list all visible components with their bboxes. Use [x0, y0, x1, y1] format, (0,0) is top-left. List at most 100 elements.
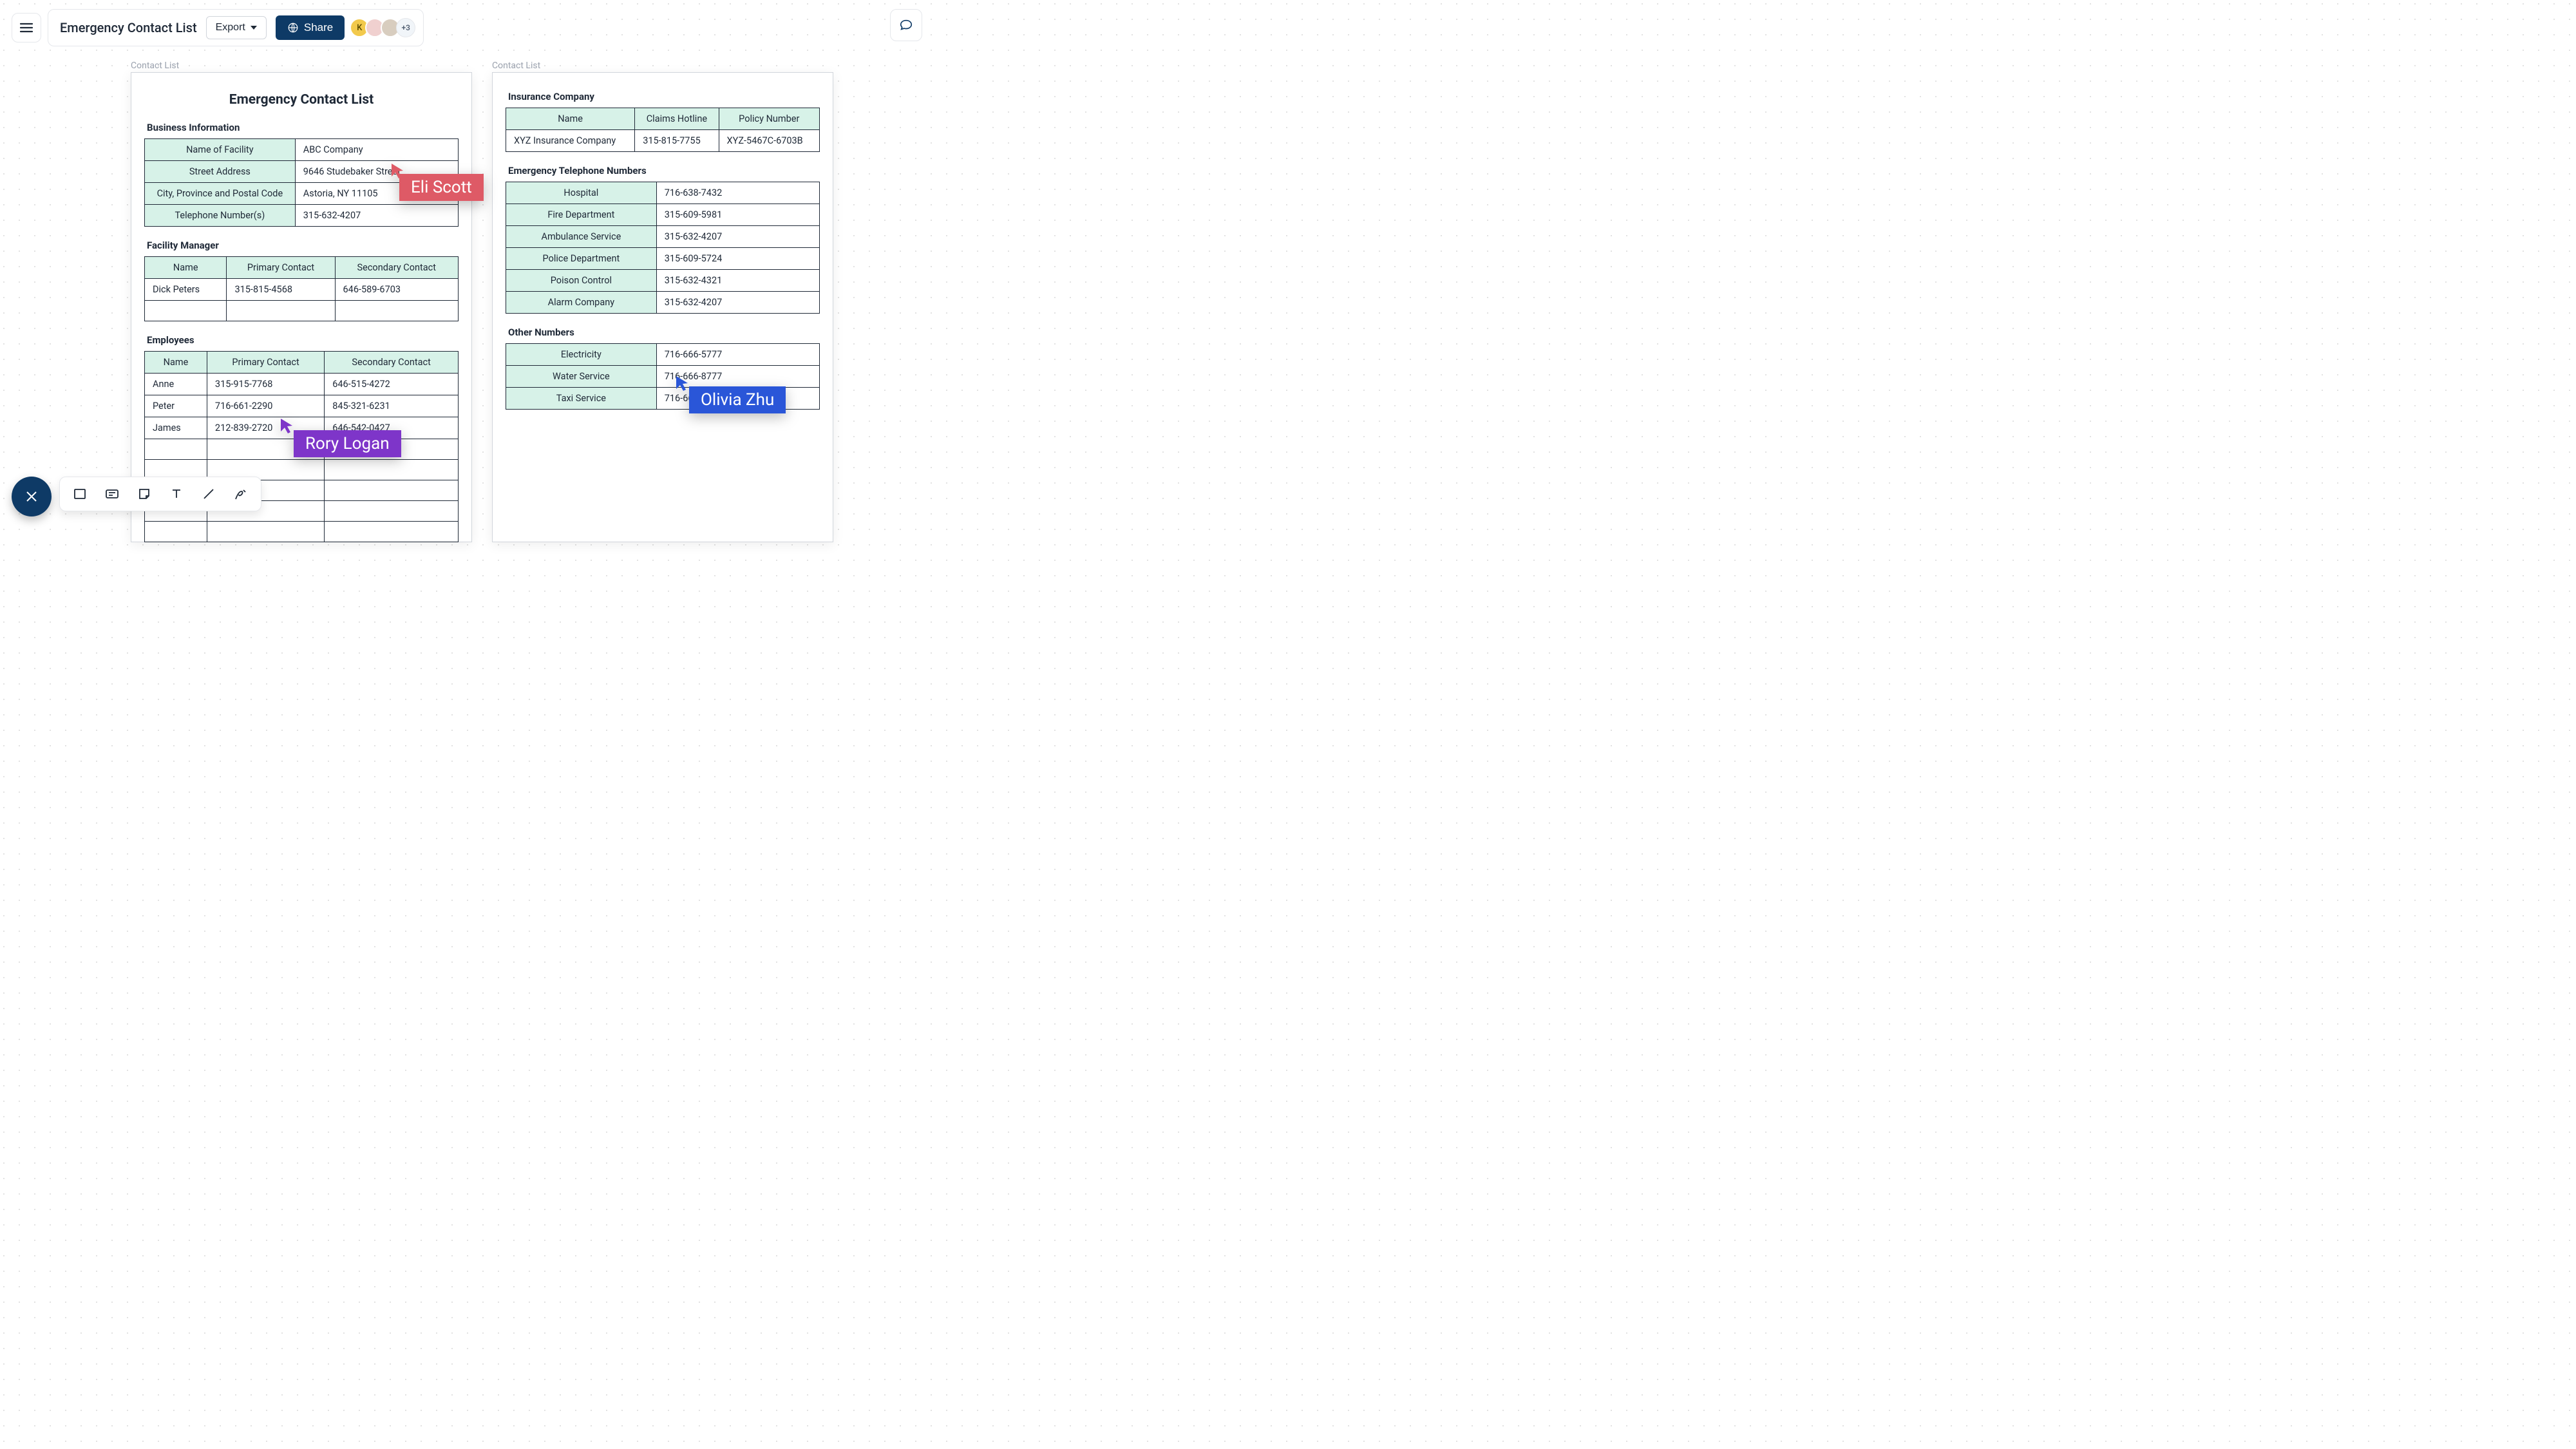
table-row[interactable]: Telephone Number(s)315-632-4207: [145, 205, 459, 227]
cell[interactable]: 646-515-4272: [325, 374, 459, 395]
table-row[interactable]: Hospital716-638-7432: [506, 182, 820, 204]
cell-value[interactable]: 315-609-5981: [656, 204, 819, 226]
section-heading-insurance: Insurance Company: [508, 91, 820, 102]
cell[interactable]: [145, 439, 207, 460]
cell[interactable]: XYZ Insurance Company: [506, 130, 635, 152]
cursor-label-rory: Rory Logan: [294, 430, 401, 457]
page-left[interactable]: Emergency Contact List Business Informat…: [131, 72, 472, 542]
cell[interactable]: [325, 480, 459, 501]
column-header: Secondary Contact: [335, 257, 458, 279]
cell[interactable]: James: [145, 417, 207, 439]
page-right[interactable]: Insurance Company NameClaims HotlinePoli…: [492, 72, 833, 542]
column-header: Name: [145, 257, 227, 279]
page-label-left: Contact List: [131, 61, 179, 71]
cell[interactable]: [145, 301, 227, 321]
table-row[interactable]: Fire Department315-609-5981: [506, 204, 820, 226]
section-heading-other: Other Numbers: [508, 327, 820, 338]
cell[interactable]: 315-815-7755: [635, 130, 719, 152]
cell-key[interactable]: Fire Department: [506, 204, 657, 226]
tool-text[interactable]: [163, 481, 190, 507]
cell-key[interactable]: Hospital: [506, 182, 657, 204]
section-heading-emergency: Emergency Telephone Numbers: [508, 165, 820, 176]
column-header: Claims Hotline: [635, 108, 719, 130]
cell[interactable]: 845-321-6231: [325, 395, 459, 417]
tool-rectangle[interactable]: [66, 481, 93, 507]
cursor-label-eli: Eli Scott: [399, 174, 484, 201]
cell-value[interactable]: 315-632-4321: [656, 270, 819, 292]
annotate-close-button[interactable]: [12, 477, 52, 516]
cell[interactable]: Anne: [145, 374, 207, 395]
cell-value[interactable]: 716-638-7432: [656, 182, 819, 204]
cell-key[interactable]: Electricity: [506, 344, 657, 366]
table-emergency-numbers[interactable]: Hospital716-638-7432Fire Department315-6…: [506, 182, 820, 314]
page-title: Emergency Contact List: [144, 92, 459, 108]
table-row[interactable]: XYZ Insurance Company315-815-7755XYZ-546…: [506, 130, 820, 152]
table-row[interactable]: Alarm Company315-632-4207: [506, 292, 820, 314]
cell-key[interactable]: City, Province and Postal Code: [145, 183, 296, 205]
table-row[interactable]: Electricity716-666-5777: [506, 344, 820, 366]
canvas[interactable]: Contact List Emergency Contact List Busi…: [0, 0, 934, 526]
table-row[interactable]: Ambulance Service315-632-4207: [506, 226, 820, 248]
table-row[interactable]: Police Department315-609-5724: [506, 248, 820, 270]
annotation-toolbar: [59, 477, 261, 511]
column-header: Policy Number: [719, 108, 819, 130]
cell[interactable]: [207, 522, 324, 542]
cell[interactable]: Dick Peters: [145, 279, 227, 301]
cursor-icon: [675, 375, 689, 392]
line-icon: [201, 486, 216, 502]
cell-value[interactable]: 315-609-5724: [656, 248, 819, 270]
table-row[interactable]: Anne315-915-7768646-515-4272: [145, 374, 459, 395]
cell[interactable]: 646-589-6703: [335, 279, 458, 301]
table-row[interactable]: Peter716-661-2290845-321-6231: [145, 395, 459, 417]
tool-freehand[interactable]: [227, 481, 254, 507]
cell-key[interactable]: Name of Facility: [145, 139, 296, 161]
cell-key[interactable]: Street Address: [145, 161, 296, 183]
cell-value[interactable]: 315-632-4207: [656, 292, 819, 314]
pen-icon: [233, 486, 249, 502]
column-header: Name: [145, 352, 207, 374]
table-header-row: NamePrimary ContactSecondary Contact: [145, 352, 459, 374]
cell-key[interactable]: Telephone Number(s): [145, 205, 296, 227]
sticky-note-icon: [137, 486, 152, 502]
cell-key[interactable]: Water Service: [506, 366, 657, 388]
tool-sticky-note[interactable]: [131, 481, 158, 507]
table-row[interactable]: [145, 522, 459, 542]
cell[interactable]: [145, 522, 207, 542]
cell[interactable]: Peter: [145, 395, 207, 417]
page-label-right: Contact List: [492, 61, 540, 71]
column-header: Primary Contact: [207, 352, 324, 374]
table-header-row: NameClaims HotlinePolicy Number: [506, 108, 820, 130]
cell-key[interactable]: Taxi Service: [506, 388, 657, 410]
table-row[interactable]: Poison Control315-632-4321: [506, 270, 820, 292]
cell-value[interactable]: 315-632-4207: [656, 226, 819, 248]
table-row[interactable]: [145, 301, 459, 321]
cell-value[interactable]: ABC Company: [295, 139, 458, 161]
cell[interactable]: [325, 522, 459, 542]
tool-textbox[interactable]: [99, 481, 126, 507]
cursor-olivia: Olivia Zhu: [675, 375, 689, 392]
cell[interactable]: [335, 301, 458, 321]
tool-line[interactable]: [195, 481, 222, 507]
cell[interactable]: XYZ-5467C-6703B: [719, 130, 819, 152]
cell-key[interactable]: Ambulance Service: [506, 226, 657, 248]
table-insurance[interactable]: NameClaims HotlinePolicy NumberXYZ Insur…: [506, 108, 820, 152]
cell[interactable]: [227, 301, 335, 321]
cell-key[interactable]: Poison Control: [506, 270, 657, 292]
table-row[interactable]: Water Service716-666-8777: [506, 366, 820, 388]
table-row[interactable]: Dick Peters315-815-4568646-589-6703: [145, 279, 459, 301]
cursor-label-olivia: Olivia Zhu: [689, 386, 786, 413]
cell[interactable]: 716-661-2290: [207, 395, 324, 417]
section-heading-employees: Employees: [147, 334, 459, 346]
cell-value[interactable]: 716-666-5777: [656, 344, 819, 366]
text-icon: [169, 486, 184, 502]
table-facility-manager[interactable]: NamePrimary ContactSecondary ContactDick…: [144, 256, 459, 321]
cell-key[interactable]: Alarm Company: [506, 292, 657, 314]
rectangle-icon: [72, 486, 88, 502]
cell-value[interactable]: 315-632-4207: [295, 205, 458, 227]
cell-key[interactable]: Police Department: [506, 248, 657, 270]
cell[interactable]: [325, 501, 459, 522]
cell[interactable]: [325, 460, 459, 480]
cell[interactable]: 315-915-7768: [207, 374, 324, 395]
cell[interactable]: 315-815-4568: [227, 279, 335, 301]
table-row[interactable]: Name of FacilityABC Company: [145, 139, 459, 161]
